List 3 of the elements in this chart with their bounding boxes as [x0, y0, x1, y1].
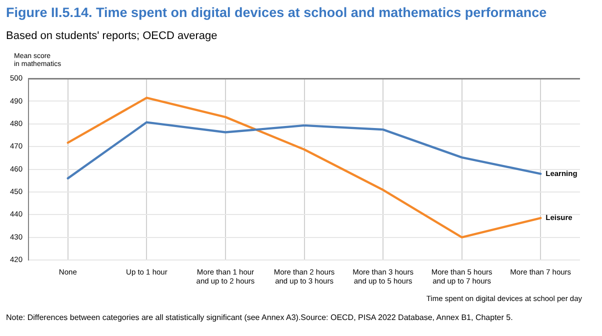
text: Note: Differences between categories are all statistically significant (see Annex A3).Source: OECD, PISA 2022 Database, Annex B1, Chapter 5. — [6, 313, 513, 322]
chart-title: Figure II.5.14. Time spent on digital devices at school and mathematics performance — [6, 5, 547, 20]
chart-subtitle: Based on students' reports; OECD average — [6, 30, 218, 42]
